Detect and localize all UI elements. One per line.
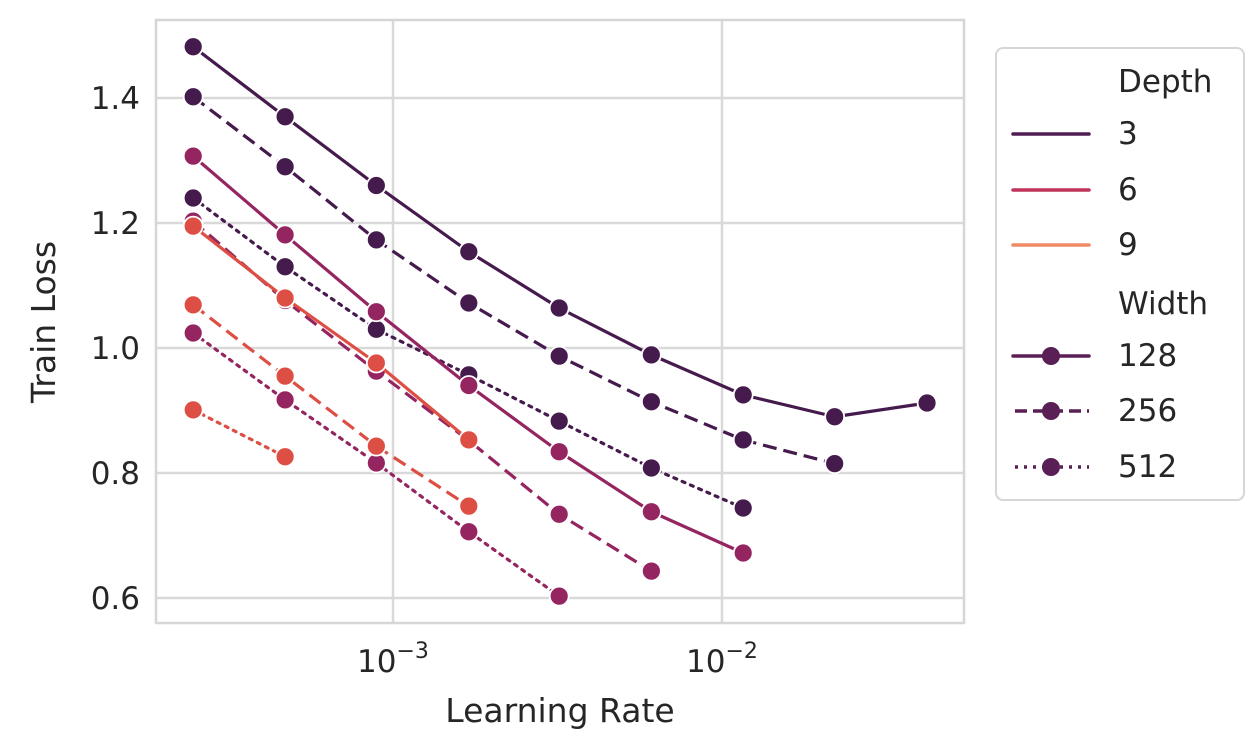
y-tick-label: 1.0 bbox=[91, 331, 140, 367]
data-point bbox=[732, 429, 754, 451]
series-3-128 bbox=[182, 36, 938, 428]
legend-label: 6 bbox=[1118, 172, 1138, 208]
x-axis-label: Learning Rate bbox=[445, 691, 674, 730]
y-tick-label: 0.8 bbox=[91, 456, 140, 492]
data-point bbox=[182, 294, 204, 316]
legend-line-icon bbox=[1011, 243, 1091, 247]
data-point bbox=[458, 375, 480, 396]
series-6-512 bbox=[182, 322, 570, 607]
data-point bbox=[732, 497, 754, 519]
legend-label: 512 bbox=[1118, 449, 1178, 485]
legend-label: 3 bbox=[1118, 116, 1138, 152]
data-point bbox=[458, 429, 480, 451]
data-point bbox=[458, 241, 480, 263]
series-line bbox=[191, 408, 287, 459]
data-point bbox=[274, 106, 296, 128]
data-point bbox=[182, 322, 204, 344]
data-point bbox=[274, 224, 296, 246]
legend-line-icon bbox=[1011, 188, 1091, 192]
axes-frame bbox=[154, 18, 966, 625]
legend-marker-dashed-icon bbox=[1015, 402, 1089, 420]
data-point bbox=[274, 287, 296, 309]
legend-item-depth-9: 9 bbox=[997, 224, 1243, 266]
series-line bbox=[192, 219, 653, 573]
data-point bbox=[365, 175, 387, 196]
tick-labels: 0.6 0.8 1.0 1.2 1.4 10−3 10−2 bbox=[91, 81, 758, 680]
data-point bbox=[640, 344, 662, 366]
data-point bbox=[365, 435, 387, 457]
data-point bbox=[274, 446, 296, 468]
legend-title-depth: Depth bbox=[1118, 64, 1213, 100]
data-point bbox=[458, 292, 480, 314]
data-point bbox=[548, 441, 570, 463]
series-9-128 bbox=[182, 215, 480, 451]
x-tick-label: 10−3 bbox=[357, 639, 429, 680]
data-point bbox=[548, 345, 570, 367]
series-6-256 bbox=[182, 210, 662, 582]
data-point bbox=[365, 229, 387, 251]
data-point bbox=[548, 410, 570, 432]
series-9-256 bbox=[182, 294, 480, 517]
series-line bbox=[192, 95, 836, 466]
data-point bbox=[640, 560, 662, 582]
data-point bbox=[916, 392, 938, 414]
data-point bbox=[365, 318, 387, 340]
data-point bbox=[732, 384, 754, 406]
data-point bbox=[458, 521, 480, 543]
series-3-256 bbox=[182, 86, 846, 475]
data-point bbox=[182, 86, 204, 108]
legend-line-icon bbox=[1011, 132, 1091, 136]
data-point bbox=[824, 406, 846, 428]
data-point bbox=[182, 187, 204, 209]
data-point bbox=[182, 399, 204, 421]
legend: Depth 3 6 9 Width 128 256 512 bbox=[995, 47, 1245, 501]
x-tick-label: 10−2 bbox=[686, 639, 758, 680]
data-point bbox=[182, 145, 204, 167]
data-point bbox=[274, 389, 296, 411]
data-point bbox=[732, 542, 754, 564]
data-point bbox=[274, 256, 296, 278]
legend-item-depth-6: 6 bbox=[997, 169, 1243, 211]
data-point bbox=[182, 36, 204, 58]
legend-item-width-512: 512 bbox=[997, 446, 1243, 488]
y-tick-label: 1.4 bbox=[91, 81, 140, 117]
data-point bbox=[182, 215, 204, 237]
y-tick-label: 0.6 bbox=[91, 581, 140, 617]
series-6-128 bbox=[182, 145, 754, 564]
data-point bbox=[640, 391, 662, 413]
legend-item-width-256: 256 bbox=[997, 390, 1243, 432]
data-point bbox=[458, 495, 480, 517]
data-point bbox=[548, 585, 570, 607]
data-point bbox=[274, 156, 296, 178]
data-point bbox=[274, 365, 296, 387]
legend-marker-dotted-icon bbox=[1015, 458, 1089, 476]
data-point bbox=[365, 352, 387, 374]
series-3-512 bbox=[182, 187, 754, 519]
series-line bbox=[192, 303, 470, 508]
series-line bbox=[192, 224, 470, 442]
data-point bbox=[365, 301, 387, 323]
legend-item-width-128: 128 bbox=[997, 335, 1243, 377]
y-tick-label: 1.2 bbox=[91, 206, 140, 242]
legend-label: 9 bbox=[1118, 227, 1138, 263]
legend-label: 256 bbox=[1118, 393, 1178, 429]
series-9-512 bbox=[182, 399, 296, 468]
series-lines bbox=[182, 36, 938, 607]
data-point bbox=[548, 503, 570, 525]
legend-item-depth-3: 3 bbox=[997, 113, 1243, 155]
data-point bbox=[548, 297, 570, 319]
legend-marker-line-icon bbox=[1011, 347, 1091, 365]
data-point bbox=[640, 457, 662, 479]
data-point bbox=[640, 501, 662, 523]
legend-title-width: Width bbox=[1118, 286, 1209, 322]
data-point bbox=[824, 453, 846, 475]
y-axis-label: Train Loss bbox=[24, 241, 63, 404]
legend-label: 128 bbox=[1118, 338, 1178, 374]
